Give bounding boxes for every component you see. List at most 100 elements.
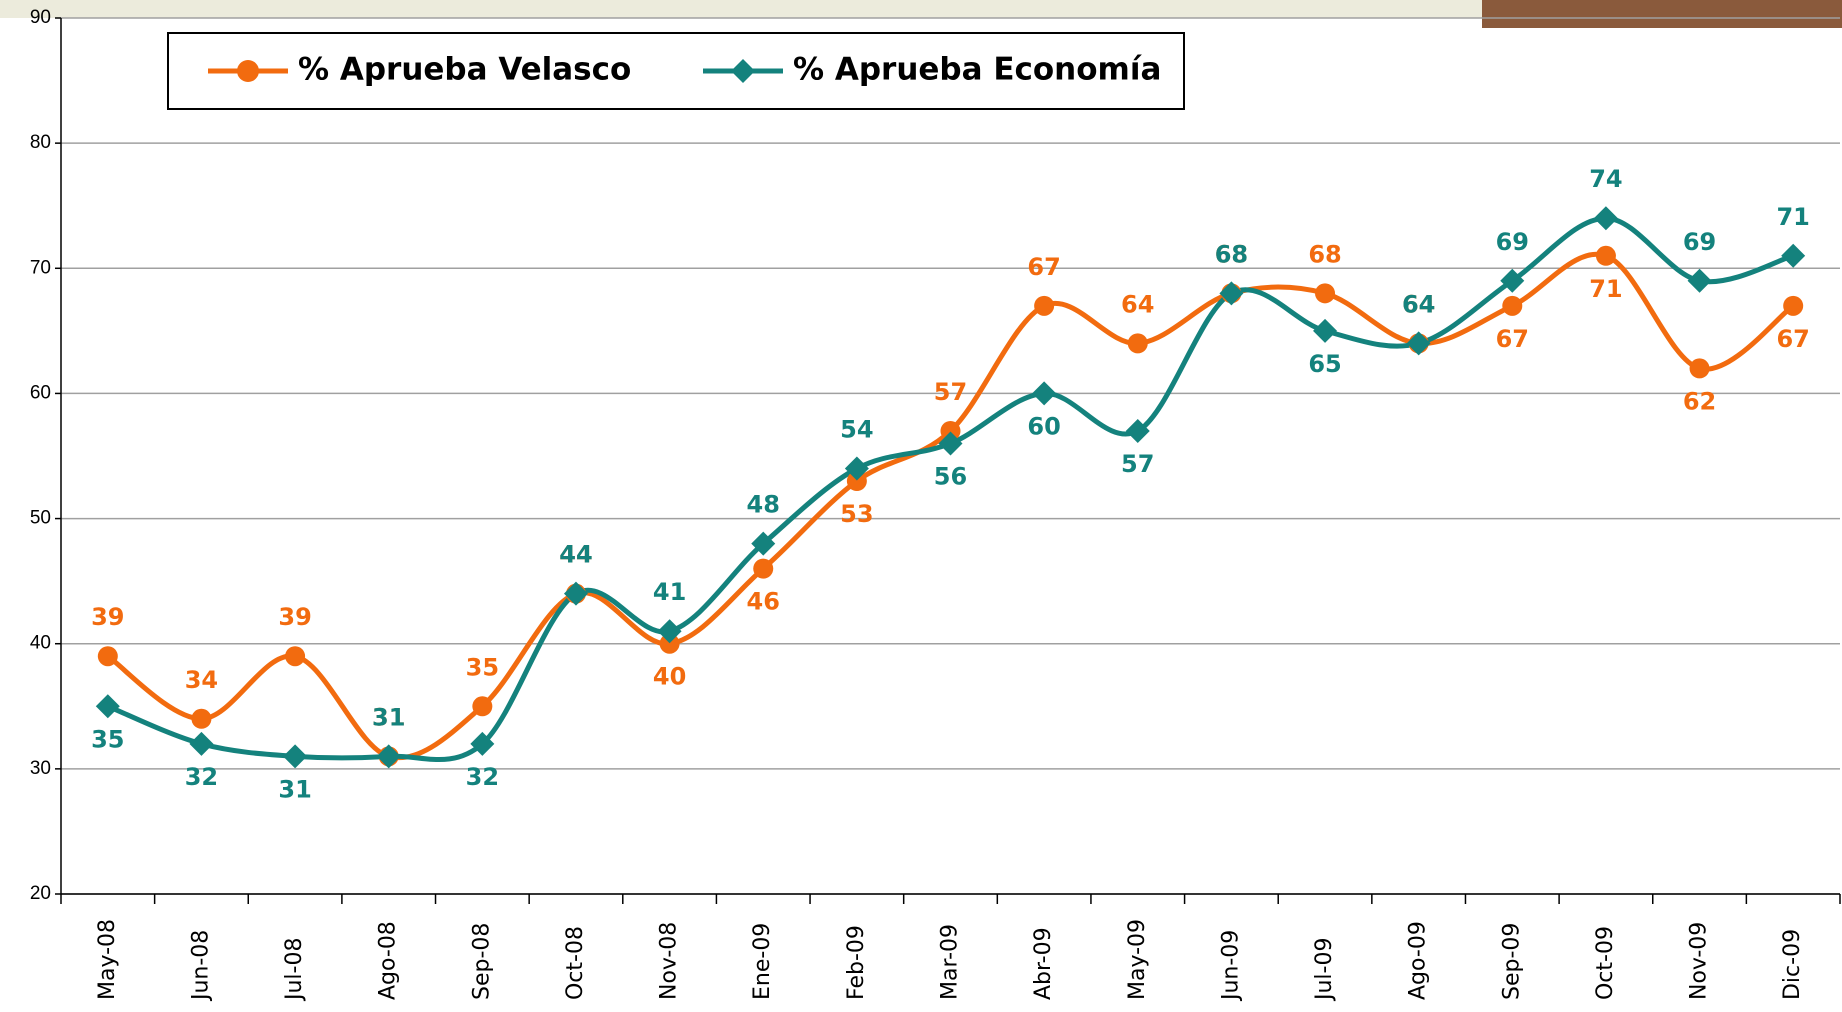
top-strip — [0, 0, 1842, 18]
marker — [846, 471, 867, 492]
marker — [1125, 418, 1150, 443]
value-label: 54 — [840, 416, 873, 444]
x-tick-label: Abr-09 — [1031, 927, 1056, 1000]
value-label: 32 — [466, 763, 499, 791]
x-tick-label: Dic-09 — [1780, 929, 1805, 1000]
marker — [938, 431, 963, 456]
legend-label: % Aprueba Economía — [793, 52, 1161, 88]
value-label: 65 — [1308, 350, 1341, 378]
marker — [1781, 243, 1806, 268]
value-label: 35 — [466, 653, 499, 681]
value-label: 39 — [278, 603, 311, 631]
value-label: 32 — [185, 763, 218, 791]
marker — [1127, 333, 1148, 354]
x-tick-label: Sep-09 — [1499, 923, 1524, 1000]
marker — [97, 646, 118, 667]
x-tick-label: Oct-09 — [1593, 926, 1618, 1000]
x-tick-label: Ago-09 — [1406, 921, 1431, 1000]
value-label: 56 — [934, 462, 967, 490]
y-tick-label: 60 — [30, 382, 51, 403]
y-tick-label: 30 — [30, 758, 51, 779]
marker — [1502, 295, 1523, 316]
y-tick-label: 80 — [30, 132, 51, 153]
value-label: 69 — [1683, 228, 1716, 256]
y-tick-label: 40 — [30, 633, 51, 654]
value-label: 68 — [1215, 240, 1248, 268]
legend-marker — [731, 59, 755, 83]
y-tick-label: 90 — [30, 7, 51, 28]
value-label: 31 — [278, 775, 311, 803]
value-label: 57 — [934, 378, 967, 406]
marker — [753, 558, 774, 579]
x-tick-label: May-09 — [1125, 919, 1150, 1000]
value-label: 46 — [747, 588, 780, 616]
x-tick-label: Jul-08 — [282, 938, 307, 1002]
series-line — [106, 251, 1795, 761]
legend-label: % Aprueba Velasco — [298, 52, 631, 88]
marker — [1500, 268, 1525, 293]
value-label: 39 — [91, 603, 124, 631]
marker — [283, 744, 308, 769]
marker — [940, 420, 961, 441]
value-label: 68 — [1308, 240, 1341, 268]
value-label: 44 — [559, 541, 592, 569]
x-tick-label: May-08 — [95, 919, 120, 1000]
marker — [472, 696, 493, 717]
marker — [657, 619, 682, 644]
marker — [1593, 206, 1618, 231]
value-label: 67 — [1496, 325, 1529, 353]
marker — [563, 581, 588, 606]
value-label: 41 — [653, 578, 686, 606]
value-label: 40 — [653, 663, 686, 691]
marker — [95, 694, 120, 719]
value-label: 48 — [747, 491, 780, 519]
marker — [844, 456, 869, 481]
x-tick-label: Jun-08 — [188, 930, 213, 1002]
value-label: 62 — [1683, 387, 1716, 415]
corner-photo — [1482, 0, 1842, 28]
value-label: 71 — [1776, 203, 1809, 231]
marker — [1595, 245, 1616, 266]
y-tick-label: 20 — [30, 883, 51, 904]
marker — [1315, 283, 1336, 304]
value-label: 31 — [372, 703, 405, 731]
value-label: 44 — [559, 541, 592, 569]
legend-marker — [237, 60, 259, 82]
marker — [751, 531, 776, 556]
marker — [1034, 295, 1055, 316]
x-tick-label: Nov-09 — [1687, 922, 1712, 1000]
value-label: 64 — [1402, 290, 1435, 318]
marker — [376, 744, 401, 769]
value-label: 71 — [1589, 275, 1622, 303]
value-label: 31 — [372, 703, 405, 731]
x-tick-label: Oct-08 — [563, 926, 588, 1000]
marker — [1219, 281, 1244, 306]
value-label: 53 — [840, 500, 873, 528]
marker — [1313, 318, 1338, 343]
marker — [1783, 295, 1804, 316]
x-tick-label: Mar-09 — [938, 924, 963, 1000]
value-label: 64 — [1121, 290, 1154, 318]
x-tick-label: Feb-09 — [844, 925, 869, 1000]
legend-box — [167, 32, 1185, 110]
x-tick-label: Jun-09 — [1218, 930, 1243, 1002]
y-tick-label: 70 — [30, 257, 51, 278]
value-label: 68 — [1215, 240, 1248, 268]
x-tick-label: Ago-08 — [376, 921, 401, 1000]
legend: % Aprueba Velasco % Aprueba Economía — [167, 32, 1185, 110]
value-label: 64 — [1402, 290, 1435, 318]
value-label: 57 — [1121, 450, 1154, 478]
marker — [285, 646, 306, 667]
marker — [470, 731, 495, 756]
value-label: 35 — [91, 725, 124, 753]
y-tick-label: 50 — [30, 508, 51, 529]
x-tick-label: Ene-09 — [750, 923, 775, 1000]
marker — [1687, 268, 1712, 293]
marker — [1689, 358, 1710, 379]
marker — [189, 731, 214, 756]
marker — [1032, 381, 1057, 406]
value-label: 60 — [1027, 412, 1060, 440]
value-label: 67 — [1776, 325, 1809, 353]
marker — [659, 633, 680, 654]
